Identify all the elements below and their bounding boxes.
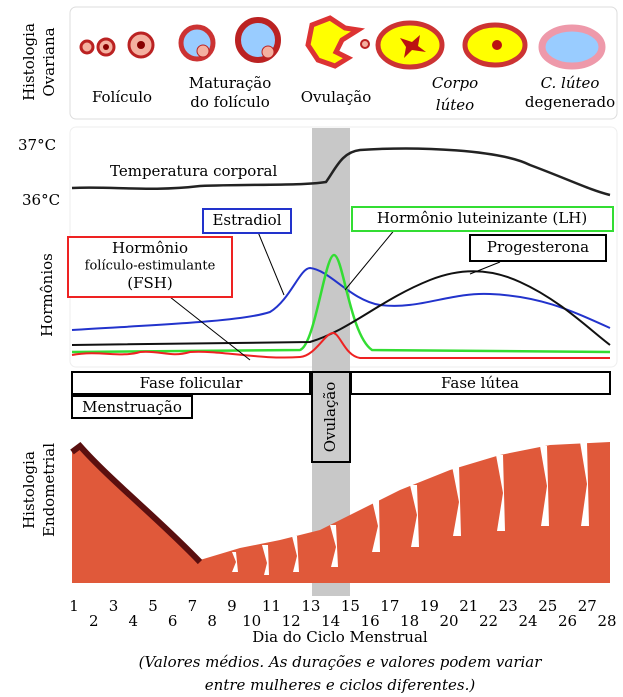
note: entre mulheres e ciclos diferentes.) [205,676,476,694]
ovary-label: Histologia [20,23,38,101]
day-label: 27 [578,597,597,615]
day-label: 19 [420,597,439,615]
day-label: 18 [400,612,419,630]
stage-label: Corpo [432,74,478,92]
endometrium-label: Histologia [20,451,38,529]
day-label: 1 [69,597,79,615]
day-label: 24 [518,612,537,630]
temp-tick: 36°C [22,191,60,209]
stage-label: C. lúteo [541,74,600,92]
day-label: 12 [282,612,301,630]
day-label: 14 [321,612,340,630]
day-label: 22 [479,612,498,630]
estradiol-label: Estradiol [212,211,281,229]
day-label: 28 [597,612,616,630]
hormones-label: Hormônios [38,253,56,337]
day-label: 6 [168,612,178,630]
temperature-label: Temperatura corporal [110,162,277,180]
menstruation-label: Menstruação [82,398,182,416]
day-label: 25 [538,597,557,615]
day-label: 26 [558,612,577,630]
day-label: 17 [380,597,399,615]
ovulation-label: Ovulação [321,382,339,453]
day-label: 21 [459,597,478,615]
endometrium-label: Endometrial [40,443,58,537]
day-label: 10 [242,612,261,630]
day-label: 16 [361,612,380,630]
fsh-label: folículo-estimulante [85,259,216,274]
page: Histologia Ovariana 37°C 36°C Temperatur… [0,0,623,697]
progesterone-label: Progesterona [487,238,589,256]
fsh-label: Hormônio [112,239,188,257]
ovary-icons [81,18,602,67]
lh-label: Hormônio luteinizante (LH) [377,209,587,227]
stage-label: Maturação [189,74,271,92]
day-label: 20 [440,612,459,630]
day-label: 3 [109,597,119,615]
day-label: 13 [301,597,320,615]
day-label: 11 [262,597,281,615]
x-axis-title: Dia do Ciclo Menstrual [252,628,428,646]
follicular-label: Fase folicular [140,374,244,392]
day-label: 7 [188,597,198,615]
ovary-label: Ovariana [40,27,58,96]
stage-label: lúteo [436,96,474,114]
stage-label: Ovulação [301,88,372,106]
day-label: 4 [128,612,138,630]
diagram: Histologia Ovariana 37°C 36°C Temperatur… [0,0,623,697]
luteal-label: Fase lútea [441,374,519,392]
stage-label: degenerado [525,93,615,111]
stage-label: do folículo [190,93,269,111]
day-label: 23 [499,597,518,615]
day-label: 8 [207,612,217,630]
day-label: 15 [341,597,360,615]
stage-label: Folículo [92,88,152,106]
fsh-label: (FSH) [127,274,172,292]
day-label: 2 [89,612,99,630]
temp-tick: 37°C [18,136,56,154]
day-label: 9 [227,597,237,615]
note: (Valores médios. As durações e valores p… [139,653,543,671]
day-label: 5 [148,597,158,615]
